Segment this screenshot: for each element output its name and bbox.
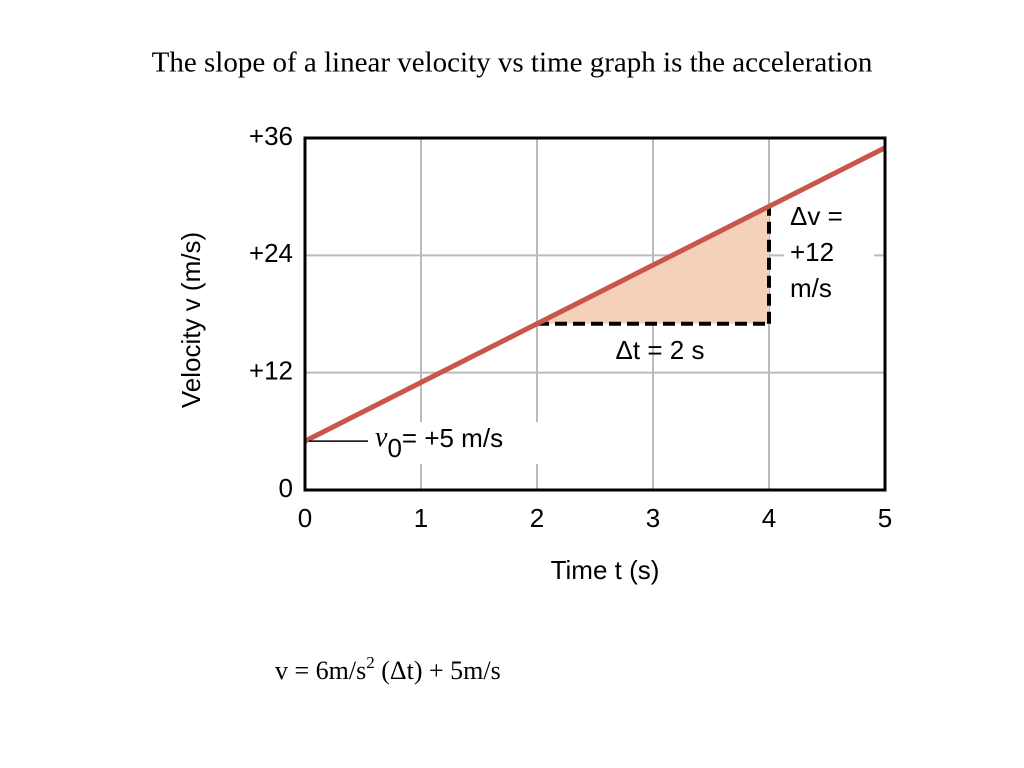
x-tick-label: 3 — [646, 503, 660, 533]
plot-frame — [303, 136, 887, 492]
x-tick-label: 5 — [878, 503, 892, 533]
x-axis-label: Time t (s) — [551, 555, 660, 585]
formula-main: v = 6m/s — [275, 656, 366, 685]
v0-text: = +5 m/s — [402, 423, 503, 453]
v0-annotation: v0= +5 m/s — [375, 422, 503, 462]
y-tick-label: +24 — [249, 238, 293, 268]
annotation-bg — [368, 422, 553, 464]
y-tick-label: 0 — [279, 473, 293, 503]
delta-t-annotation: Δt = 2 s — [616, 335, 705, 365]
x-tick-label: 0 — [298, 503, 312, 533]
velocity-line — [303, 145, 887, 444]
annotation-bg — [784, 203, 874, 235]
formula-sup: 2 — [366, 653, 375, 672]
v0-symbol: v — [375, 422, 388, 453]
y-axis-label: Velocity v (m/s) — [176, 232, 206, 408]
delta-v-annotation: +12 — [790, 237, 834, 267]
slide-title: The slope of a linear velocity vs time g… — [152, 47, 873, 79]
delta-v-annotation: Δv = — [790, 201, 843, 231]
annotation-bg — [784, 239, 874, 271]
x-tick-label: 1 — [414, 503, 428, 533]
annotation-bg — [784, 275, 874, 307]
x-tick-label: 4 — [762, 503, 776, 533]
v0-sub: 0 — [387, 433, 401, 463]
y-tick-label: +12 — [249, 356, 293, 386]
x-tick-label: 2 — [530, 503, 544, 533]
delta-v-annotation: m/s — [790, 273, 832, 303]
formula: v = 6m/s2 (Δt) + 5m/s — [275, 653, 501, 685]
formula-rest: (Δt) + 5m/s — [375, 656, 501, 685]
y-tick-label: +36 — [249, 121, 293, 151]
